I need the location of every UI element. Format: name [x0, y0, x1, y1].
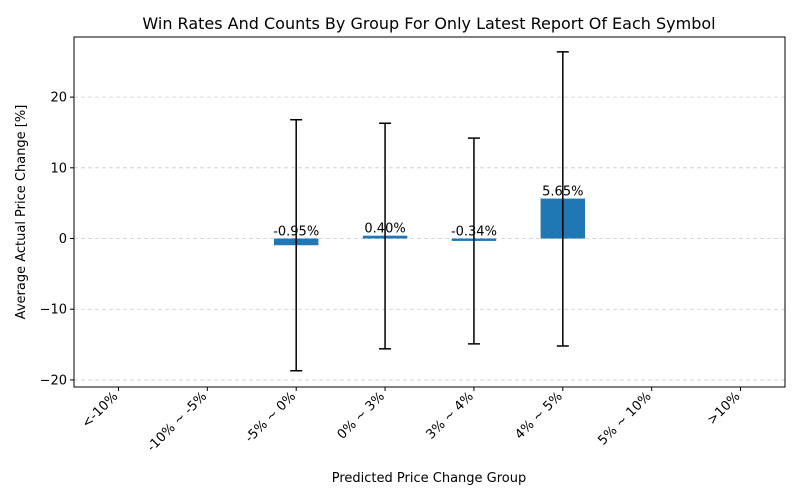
- y-tick-label: 20: [50, 91, 67, 106]
- x-axis-title: Predicted Price Change Group: [332, 471, 527, 486]
- x-tick-label: -10% ~ -5%: [144, 389, 210, 455]
- error-bar-layer: [290, 51, 569, 372]
- y-tick-layer: −20 −10 0 10 20: [40, 91, 74, 388]
- bar-value-label: -0.34%: [451, 225, 497, 240]
- x-tick-label: 0% ~ 3%: [335, 389, 388, 442]
- x-tick-label: <-10%: [79, 389, 121, 431]
- y-tick-label: 10: [50, 161, 67, 176]
- grid-layer: [74, 96, 785, 381]
- x-tick-label: -5% ~ 0%: [242, 389, 299, 446]
- chart-title: Win Rates And Counts By Group For Only L…: [142, 14, 715, 33]
- x-tick-label: 3% ~ 4%: [423, 389, 476, 442]
- plot-frame: [73, 36, 786, 388]
- bar-value-label: 0.40%: [364, 222, 405, 237]
- bar-value-label: 5.65%: [542, 185, 583, 200]
- y-tick-label: 0: [59, 232, 67, 247]
- bar-value-label: -0.95%: [273, 225, 319, 240]
- x-tick-label: >10%: [705, 389, 744, 428]
- x-tick-label: 5% ~ 10%: [595, 389, 654, 448]
- y-tick-label: −20: [40, 373, 67, 388]
- y-tick-label: −10: [40, 303, 67, 318]
- x-tick-layer: <-10% -10% ~ -5% -5% ~ 0% 0% ~ 3% 3% ~ 4% 4% …: [79, 387, 743, 455]
- x-tick-label: 4% ~ 5%: [512, 389, 565, 442]
- data-label-layer: -0.95% 0.40% -0.34% 5.65%: [273, 185, 583, 240]
- y-axis-title: Average Actual Price Change [%]: [14, 105, 29, 320]
